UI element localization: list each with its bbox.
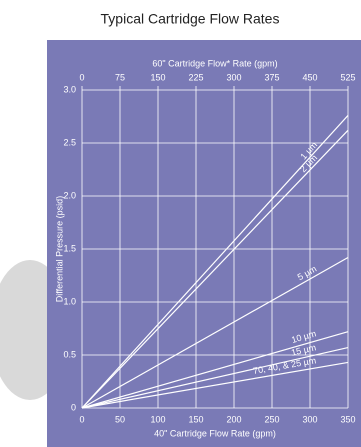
- series-line: [81, 361, 349, 409]
- x2-tick-label: 450: [302, 72, 317, 82]
- y-tick-label: 2.0: [63, 190, 76, 200]
- series-line: [81, 256, 349, 409]
- y-tick-label: 1.0: [63, 296, 76, 306]
- series-line: [81, 115, 349, 409]
- x2-tick-label: 75: [115, 72, 125, 82]
- x-tick-label: 250: [264, 414, 279, 424]
- series-line: [81, 331, 349, 409]
- y-tick-label: 2.5: [63, 137, 76, 147]
- x2-tick-label: 225: [188, 72, 203, 82]
- x2-tick-label: 0: [79, 72, 84, 82]
- x2-tick-label: 150: [150, 72, 165, 82]
- series-line: [81, 129, 349, 409]
- chart-panel: [47, 40, 361, 447]
- series-line: [81, 346, 349, 409]
- x-tick-label: 350: [340, 414, 355, 424]
- chart-title: Typical Cartridge Flow Rates: [101, 11, 280, 27]
- x-tick-label: 150: [188, 414, 203, 424]
- x-tick-label: 100: [150, 414, 165, 424]
- x2-tick-label: 525: [340, 72, 355, 82]
- y-tick-label: 1.5: [63, 243, 76, 253]
- y-tick-label: 3.0: [63, 84, 76, 94]
- x-axis-label: 40" Cartridge Flow Rate (gpm): [154, 428, 276, 438]
- y-tick-label: 0.5: [63, 349, 76, 359]
- y-axis-label: Differential Pressure (psid): [54, 196, 64, 302]
- x-tick-label: 50: [115, 414, 125, 424]
- x-tick-label: 300: [302, 414, 317, 424]
- x2-tick-label: 300: [226, 72, 241, 82]
- x-tick-label: 200: [226, 414, 241, 424]
- y-tick-label: 0: [71, 402, 76, 412]
- x2-tick-label: 375: [264, 72, 279, 82]
- x-tick-label: 0: [79, 414, 84, 424]
- x2-axis-label: 60" Cartridge Flow* Rate (gpm): [152, 58, 277, 68]
